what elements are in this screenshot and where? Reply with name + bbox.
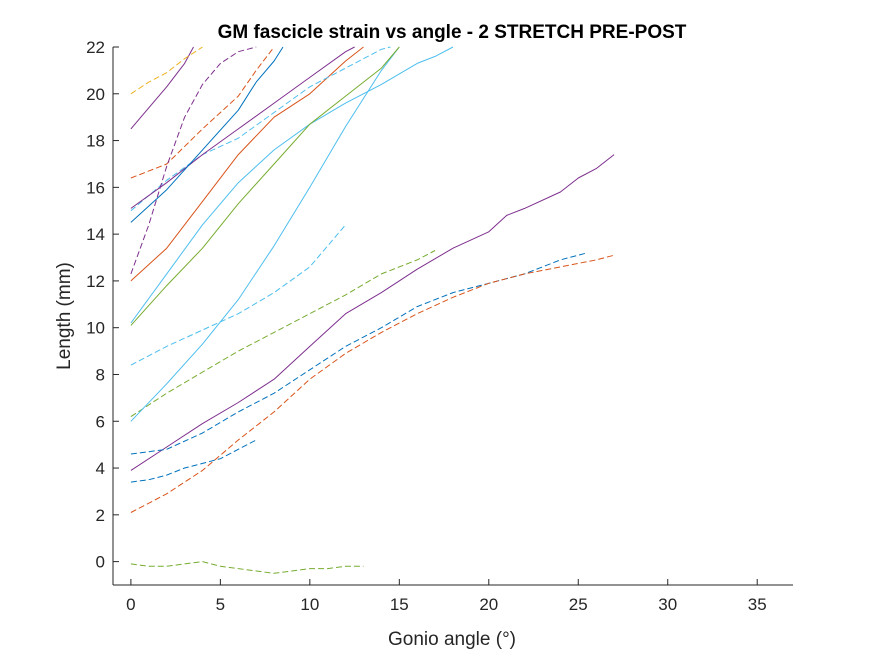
series-line-7: [130, 224, 346, 366]
y-tick-label: 4: [96, 459, 105, 478]
x-tick-label: 30: [658, 595, 677, 614]
x-tick-label: 15: [390, 595, 409, 614]
series-line-2: [130, 252, 588, 455]
y-tick-label: 0: [96, 553, 105, 572]
series-line-6: [130, 250, 436, 418]
series-line-5: [130, 561, 364, 574]
series-line-16: [130, 46, 257, 275]
x-tick-label: 0: [126, 595, 135, 614]
series-line-3: [130, 439, 257, 483]
plot-lines: [130, 46, 615, 574]
series-line-18: [130, 46, 203, 95]
series-line-14: [130, 46, 284, 223]
series-line-1: [130, 154, 615, 471]
series-line-4: [130, 254, 615, 513]
y-tick-label: 8: [96, 365, 105, 384]
x-tick-label: 25: [569, 595, 588, 614]
y-tick-label: 6: [96, 412, 105, 431]
y-tick-label: 12: [86, 272, 105, 291]
y-tick-label: 20: [86, 85, 105, 104]
x-ticks: 0 5 10 15 20 25 30 35: [126, 579, 767, 614]
y-tick-label: 14: [86, 225, 105, 244]
y-axis-label: Length (mm): [54, 262, 75, 370]
x-tick-label: 5: [216, 595, 225, 614]
y-ticks: 0 2 4 6 8 10 12 14 16 18 20 22: [86, 38, 119, 572]
y-tick-label: 16: [86, 178, 105, 197]
y-tick-label: 10: [86, 319, 105, 338]
series-line-12: [130, 46, 391, 212]
x-tick-label: 20: [479, 595, 498, 614]
y-tick-label: 2: [96, 506, 105, 525]
series-line-8: [130, 46, 400, 422]
series-line-17: [130, 46, 194, 130]
x-axis-label: Gonio angle (°): [388, 629, 516, 650]
x-tick-label: 10: [300, 595, 319, 614]
axes: [112, 47, 793, 586]
y-tick-label: 18: [86, 132, 105, 151]
series-line-13: [130, 46, 355, 209]
y-tick-label: 22: [86, 38, 105, 57]
x-tick-label: 35: [748, 595, 767, 614]
chart-title: GM fascicle strain vs angle - 2 STRETCH …: [218, 22, 687, 43]
series-line-10: [130, 46, 400, 326]
series-line-15: [130, 46, 275, 179]
series-line-11: [130, 46, 364, 282]
